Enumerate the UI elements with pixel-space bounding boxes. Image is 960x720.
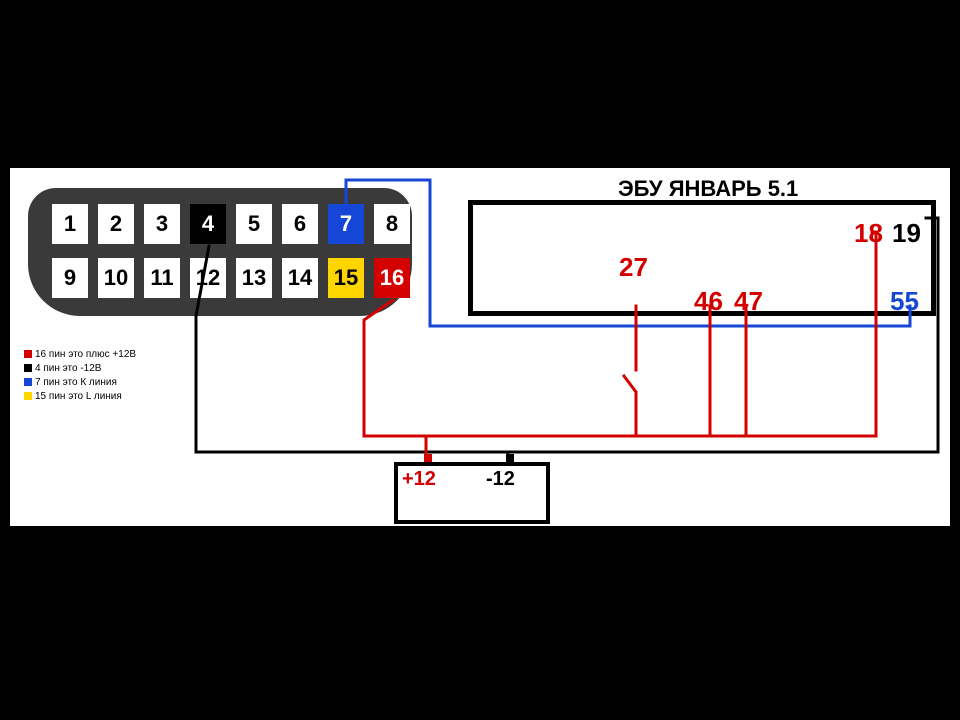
obd-pin-5: 5 bbox=[236, 204, 272, 244]
obd-pin-3: 3 bbox=[144, 204, 180, 244]
ecu-pin-19: 19 bbox=[892, 218, 921, 249]
legend-item: 7 пин это К линия bbox=[24, 376, 136, 390]
legend-item: 15 пин это L линия bbox=[24, 390, 136, 404]
obd-pin-12: 12 bbox=[190, 258, 226, 298]
battery-minus-terminal bbox=[506, 454, 514, 462]
legend-item: 16 пин это плюс +12В bbox=[24, 348, 136, 362]
obd-pin-16: 16 bbox=[374, 258, 410, 298]
obd-pin-6: 6 bbox=[282, 204, 318, 244]
obd-pin-10: 10 bbox=[98, 258, 134, 298]
ecu-pin-47: 47 bbox=[734, 286, 763, 317]
battery-minus-label: -12 bbox=[486, 468, 515, 491]
obd-pin-15: 15 bbox=[328, 258, 364, 298]
obd-pin-2: 2 bbox=[98, 204, 134, 244]
obd-pin-1: 1 bbox=[52, 204, 88, 244]
ecu-title: ЭБУ ЯНВАРЬ 5.1 bbox=[618, 176, 798, 202]
ecu-pin-18: 18 bbox=[854, 218, 883, 249]
ecu-pin-27: 27 bbox=[619, 252, 648, 283]
obd-pin-11: 11 bbox=[144, 258, 180, 298]
obd-pin-9: 9 bbox=[52, 258, 88, 298]
obd-pin-13: 13 bbox=[236, 258, 272, 298]
obd-pin-8: 8 bbox=[374, 204, 410, 244]
legend: 16 пин это плюс +12В4 пин это -12В7 пин … bbox=[24, 348, 136, 404]
battery-plus-label: +12 bbox=[402, 468, 436, 491]
obd-pin-4: 4 bbox=[190, 204, 226, 244]
obd-pin-7: 7 bbox=[328, 204, 364, 244]
ecu-pin-46: 46 bbox=[694, 286, 723, 317]
ecu-pin-55: 55 bbox=[890, 286, 919, 317]
obd-pin-14: 14 bbox=[282, 258, 318, 298]
battery-plus-terminal bbox=[424, 454, 432, 462]
diagram-canvas: 12345678910111213141516 ЭБУ ЯНВАРЬ 5.1 2… bbox=[0, 0, 960, 720]
legend-item: 4 пин это -12В bbox=[24, 362, 136, 376]
